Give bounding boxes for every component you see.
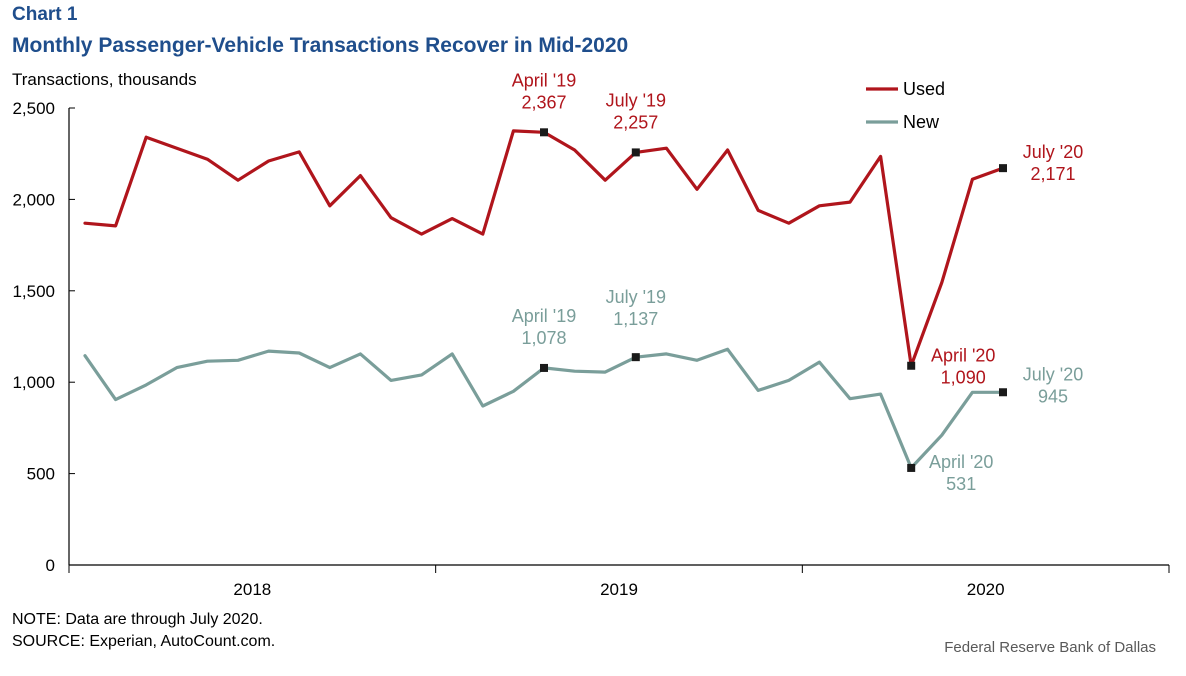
chart-legend: Used New bbox=[866, 79, 945, 132]
data-label-new: April '19 bbox=[512, 306, 576, 326]
data-value-new: 1,137 bbox=[613, 309, 658, 329]
legend-label-used: Used bbox=[903, 79, 945, 99]
data-marker-used bbox=[631, 148, 640, 157]
footnote: NOTE: Data are through July 2020. bbox=[12, 611, 263, 628]
data-marker-new bbox=[999, 388, 1007, 397]
x-tick-label: 2018 bbox=[233, 580, 271, 599]
chart-axes: 0 500 1,000 1,500 2,000 2,500 2018 2019 2020 bbox=[12, 99, 1170, 599]
y-tick-label: 0 bbox=[46, 556, 55, 575]
data-value-new: 531 bbox=[946, 474, 976, 494]
y-tick-label: 500 bbox=[27, 465, 55, 484]
data-label-used: April '19 bbox=[512, 70, 576, 90]
data-marker-new bbox=[907, 463, 916, 472]
data-value-used: 1,090 bbox=[941, 368, 986, 388]
data-marker-used bbox=[999, 164, 1007, 173]
chart-title: Monthly Passenger-Vehicle Transactions R… bbox=[12, 34, 629, 57]
data-label-new: July '20 bbox=[1023, 364, 1083, 384]
data-value-used: 2,171 bbox=[1030, 164, 1075, 184]
x-tick-label: 2019 bbox=[600, 580, 638, 599]
data-label-used: July '20 bbox=[1023, 142, 1083, 162]
credit: Federal Reserve Bank of Dallas bbox=[944, 639, 1156, 656]
y-tick-label: 2,500 bbox=[12, 99, 55, 118]
data-marker-new bbox=[540, 363, 548, 372]
chart-series bbox=[83, 129, 1005, 470]
data-label-new: July '19 bbox=[606, 287, 666, 307]
data-marker-new bbox=[631, 353, 640, 362]
data-value-used: 2,367 bbox=[521, 92, 566, 112]
data-marker-used bbox=[907, 361, 916, 370]
data-value-new: 1,078 bbox=[521, 328, 566, 348]
data-value-used: 2,257 bbox=[613, 112, 658, 132]
source-note: SOURCE: Experian, AutoCount.com. bbox=[12, 633, 276, 650]
data-value-new: 945 bbox=[1038, 386, 1068, 406]
x-tick-label: 2020 bbox=[967, 580, 1005, 599]
chart-markers bbox=[540, 128, 1007, 472]
y-tick-label: 1,500 bbox=[12, 282, 55, 301]
y-tick-label: 2,000 bbox=[12, 190, 55, 209]
y-tick-label: 1,000 bbox=[12, 373, 55, 392]
data-marker-used bbox=[540, 128, 548, 137]
y-axis-units: Transactions, thousands bbox=[12, 70, 197, 89]
data-label-used: April '20 bbox=[931, 346, 995, 366]
data-label-used: July '19 bbox=[606, 90, 666, 110]
chart-label: Chart 1 bbox=[12, 4, 78, 25]
legend-label-new: New bbox=[903, 112, 940, 132]
data-label-new: April '20 bbox=[929, 452, 993, 472]
